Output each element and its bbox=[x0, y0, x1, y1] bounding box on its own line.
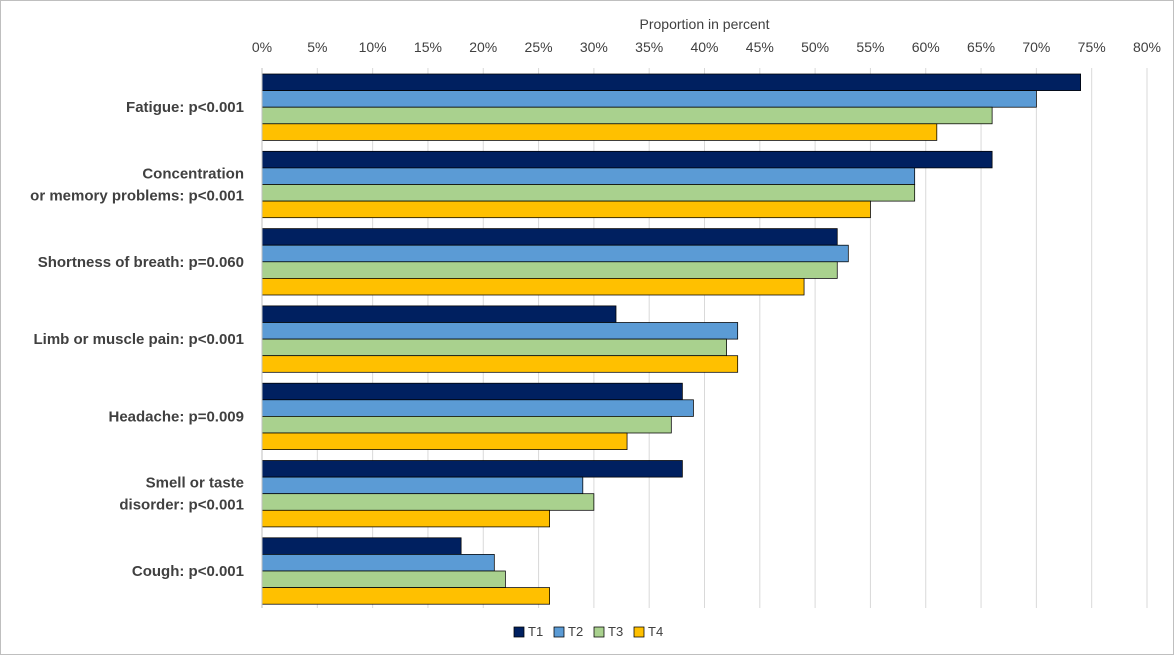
bar-t1-3 bbox=[261, 228, 838, 246]
legend-label: T3 bbox=[608, 624, 623, 639]
bar-t4-7 bbox=[261, 587, 550, 605]
bar-t3-5 bbox=[261, 416, 672, 434]
bar-t1-2 bbox=[261, 150, 993, 169]
x-tick-labels: 0% 5% 10% 15% 20% 25% 30% 35% 40% 45% 50% 55% 60% 65%… bbox=[252, 39, 1161, 55]
legend-swatch-t4 bbox=[633, 626, 645, 638]
bar-t1-6 bbox=[261, 460, 683, 478]
x-tick-label: 30% bbox=[580, 39, 608, 55]
x-tick-label: 65% bbox=[967, 39, 995, 55]
category-label: disorder: p<0.001 bbox=[119, 497, 244, 514]
legend-label: T1 bbox=[528, 624, 543, 639]
bar-t2-2 bbox=[261, 167, 916, 185]
bar-t4-1 bbox=[261, 123, 938, 141]
x-tick-label: 10% bbox=[359, 39, 387, 55]
bar-t2-5 bbox=[261, 399, 694, 417]
x-tick-label: 35% bbox=[635, 39, 663, 55]
category-label: Cough: p<0.001 bbox=[132, 563, 244, 580]
x-tick-label: 15% bbox=[414, 39, 442, 55]
legend-label: T2 bbox=[568, 624, 583, 639]
category-label: Headache: p=0.009 bbox=[109, 408, 245, 425]
x-tick-label: 5% bbox=[307, 39, 327, 55]
x-axis-title: Proportion in percent bbox=[640, 16, 770, 32]
x-tick-label: 45% bbox=[746, 39, 774, 55]
category-label: Smell or taste bbox=[146, 475, 244, 492]
legend-swatch-t2 bbox=[553, 626, 565, 638]
category-label: Fatigue: p<0.001 bbox=[126, 99, 244, 116]
bar-t3-3 bbox=[261, 261, 838, 279]
bar-t4-2 bbox=[261, 200, 871, 219]
bar-t3-4 bbox=[261, 338, 727, 357]
x-tick-label: 40% bbox=[690, 39, 718, 55]
x-tick-label: 20% bbox=[469, 39, 497, 55]
category-label: or memory problems: p<0.001 bbox=[30, 188, 244, 205]
x-tick-label: 25% bbox=[525, 39, 553, 55]
x-tick-label: 60% bbox=[912, 39, 940, 55]
x-tick-label: 55% bbox=[856, 39, 884, 55]
category-label: Limb or muscle pain: p<0.001 bbox=[34, 331, 244, 348]
legend-label: T4 bbox=[648, 624, 663, 639]
legend-swatch-t3 bbox=[593, 626, 605, 638]
bar-t4-5 bbox=[261, 432, 628, 450]
legend-swatch-t1 bbox=[513, 626, 525, 638]
bar-t3-6 bbox=[261, 493, 595, 511]
bar-t1-5 bbox=[261, 382, 683, 401]
bar-t2-1 bbox=[261, 90, 1037, 108]
bar-t1-4 bbox=[261, 305, 617, 323]
x-tick-label: 0% bbox=[252, 39, 272, 55]
category-labels: Fatigue: p<0.001 Concentration or memory p… bbox=[30, 99, 244, 580]
bars bbox=[261, 68, 1081, 608]
bar-t1-7 bbox=[261, 537, 462, 555]
x-tick-label: 75% bbox=[1078, 39, 1106, 55]
bar-t2-7 bbox=[261, 554, 495, 572]
bar-t3-7 bbox=[261, 570, 506, 588]
x-tick-label: 50% bbox=[801, 39, 829, 55]
bar-t3-2 bbox=[261, 184, 916, 202]
bar-t2-6 bbox=[261, 476, 584, 495]
x-tick-label: 80% bbox=[1133, 39, 1161, 55]
bar-t4-4 bbox=[261, 355, 739, 373]
bar-t4-6 bbox=[261, 509, 550, 528]
bar-t4-3 bbox=[261, 278, 805, 296]
category-label: Concentration bbox=[142, 166, 244, 183]
category-label: Shortness of breath: p=0.060 bbox=[38, 254, 244, 271]
x-tick-label: 70% bbox=[1022, 39, 1050, 55]
legend: T1 T2 T3 T4 bbox=[513, 624, 663, 639]
bar-t2-4 bbox=[261, 322, 739, 340]
bar-t2-3 bbox=[261, 244, 849, 263]
bar-t1-1 bbox=[261, 73, 1081, 91]
bar-t3-1 bbox=[261, 106, 993, 125]
